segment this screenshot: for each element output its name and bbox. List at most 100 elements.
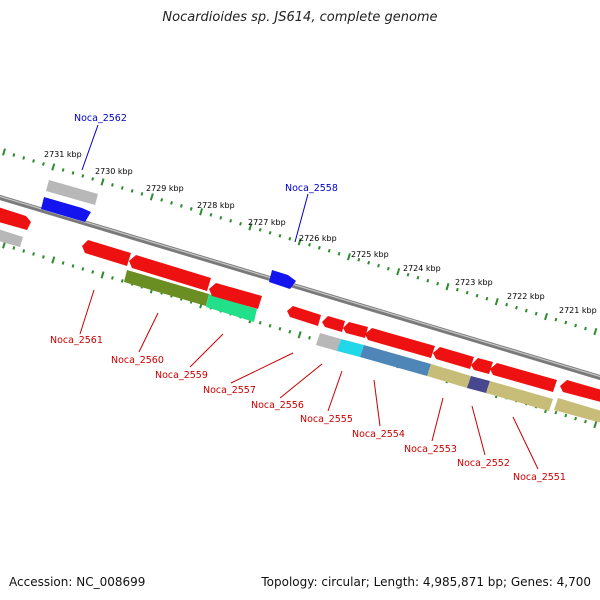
outer-scale-major-tick: [346, 253, 351, 261]
outer-scale-major-tick: [593, 327, 598, 336]
gene-left-edge-red[interactable]: [0, 206, 31, 230]
label-Noca_2561[interactable]: Noca_2561: [50, 335, 103, 346]
label-Noca_2551[interactable]: Noca_2551: [513, 472, 566, 483]
genome-backbone-highlight: [0, 195, 600, 378]
tick-label-2724: 2724 kbp: [403, 264, 441, 273]
label-Noca_2554[interactable]: Noca_2554: [352, 429, 405, 440]
inner-scale-minor-tick: [278, 326, 282, 331]
inner-scale-minor-tick: [308, 335, 311, 340]
label-Noca_2552[interactable]: Noca_2552: [457, 458, 510, 469]
outer-scale-minor-tick: [465, 290, 469, 295]
outer-scale-minor-tick: [367, 260, 371, 265]
gene-Noca_2555[interactable]: [343, 322, 368, 338]
gene-Noca_2551[interactable]: [490, 363, 557, 392]
rna-feature-upper[interactable]: [46, 180, 98, 205]
outer-scale-minor-tick: [110, 183, 114, 187]
inner-scale-minor-tick: [574, 416, 578, 421]
outer-scale-minor-tick: [189, 207, 193, 211]
domain-steel: [360, 345, 431, 376]
inner-scale-major-tick: [51, 256, 56, 264]
gene-Noca_2554[interactable]: [365, 328, 435, 358]
gene-Noca_2558[interactable]: [269, 270, 296, 289]
outer-scale-minor-tick: [377, 263, 380, 268]
outer-scale-major-tick: [297, 238, 302, 246]
outer-scale-major-tick: [445, 283, 450, 291]
inner-scale-minor-tick: [61, 261, 65, 265]
tick-label-2726: 2726 kbp: [299, 234, 337, 243]
gene-Noca_2560[interactable]: [129, 255, 211, 291]
outer-scale-minor-tick: [130, 189, 134, 193]
rna-feature-left[interactable]: [0, 228, 23, 247]
outer-scale-minor-tick: [219, 216, 223, 220]
label-Noca_2555[interactable]: Noca_2555: [300, 414, 353, 425]
label-Noca_2559[interactable]: Noca_2559: [155, 370, 208, 381]
outer-scale-minor-tick: [515, 305, 518, 310]
domain-khaki-2: [486, 381, 553, 411]
label-Noca_2560[interactable]: Noca_2560: [111, 355, 164, 366]
label-Noca_2553[interactable]: Noca_2553: [404, 444, 457, 455]
outer-scale-major-tick: [544, 312, 549, 321]
inner-scale-minor-tick: [110, 276, 114, 280]
outer-scale-minor-tick: [505, 302, 509, 307]
tick-label-2721: 2721 kbp: [559, 306, 597, 315]
gene-Noca_2561[interactable]: [82, 240, 131, 266]
rna-feature-lower[interactable]: [316, 333, 341, 351]
label-Noca_2556[interactable]: Noca_2556: [251, 400, 304, 411]
outer-scale-minor-tick: [209, 213, 213, 217]
outer-scale-minor-tick: [120, 186, 124, 190]
label-Noca_2558[interactable]: Noca_2558: [285, 183, 338, 194]
inner-scale-minor-tick: [32, 252, 35, 256]
topology-text: Topology: circular; Length: 4,985,871 bp…: [261, 575, 591, 589]
outer-scale-minor-tick: [170, 201, 173, 205]
domain-khaki-right: [554, 398, 600, 423]
gene-Noca_2556[interactable]: [322, 316, 345, 332]
outer-scale-minor-tick: [278, 233, 282, 238]
outer-scale-minor-tick: [32, 159, 35, 163]
outer-scale-minor-tick: [140, 192, 144, 196]
outer-scale-minor-tick: [268, 230, 272, 235]
gene-Noca_2552[interactable]: [471, 358, 493, 374]
domain-navy: [467, 376, 490, 393]
outer-scale-major-tick: [199, 208, 204, 216]
outer-scale-minor-tick: [574, 323, 578, 328]
outer-scale-minor-tick: [337, 251, 341, 256]
forward-leader-lines: [81, 124, 309, 243]
inner-scale-minor-tick: [91, 270, 95, 274]
outer-scale-minor-tick: [406, 272, 410, 277]
inner-scale-minor-tick: [81, 267, 85, 271]
outer-scale-major-tick: [100, 178, 105, 186]
outer-scale-minor-tick: [160, 198, 164, 202]
outer-scale-major-tick: [51, 163, 56, 171]
outer-scale-minor-tick: [61, 168, 65, 172]
outer-scale-minor-tick: [455, 287, 459, 292]
tick-label-2730: 2730 kbp: [95, 167, 133, 176]
tick-label-2731: 2731 kbp: [44, 150, 82, 159]
outer-scale-minor-tick: [554, 317, 558, 322]
gene-Noca_2559[interactable]: [209, 283, 262, 309]
outer-scale-major-tick: [396, 268, 401, 276]
gene-Noca_2557[interactable]: [287, 306, 321, 326]
inner-scale-major-tick: [297, 331, 302, 339]
reverse-leader-lines: [79, 289, 539, 470]
inner-scale-minor-tick: [584, 419, 587, 424]
domain-khaki-1: [427, 364, 471, 388]
inner-scale-major-tick: [100, 271, 105, 279]
outer-scale-minor-tick: [386, 266, 390, 271]
domain-cyan: [337, 339, 364, 357]
outer-scale-minor-tick: [308, 242, 311, 247]
gene-Noca_2562[interactable]: [41, 197, 91, 222]
label-Noca_2562[interactable]: Noca_2562: [74, 113, 127, 124]
outer-scale-minor-tick: [584, 326, 587, 331]
inner-scale-minor-tick: [22, 249, 26, 253]
inner-scale-minor-tick: [258, 320, 262, 325]
outer-scale-minor-tick: [239, 222, 242, 226]
outer-scale-major-tick: [248, 223, 253, 231]
gene-right-edge-red[interactable]: [560, 380, 600, 403]
outer-scale-minor-tick: [81, 174, 85, 178]
label-Noca_2557[interactable]: Noca_2557: [203, 385, 256, 396]
genome-title: Nocardioides sp. JS614, complete genome: [162, 10, 438, 25]
scale-track-outer: [2, 148, 598, 336]
gene-Noca_2553[interactable]: [433, 347, 474, 369]
outer-scale-minor-tick: [91, 177, 95, 181]
